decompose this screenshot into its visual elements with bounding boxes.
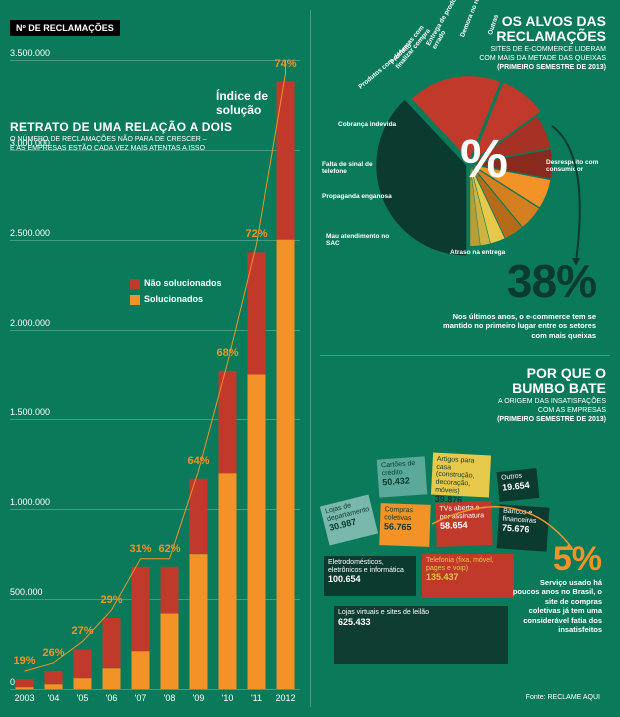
pct-label: 31% xyxy=(129,543,151,555)
treemap-block: Bancos e financeiras75.676 xyxy=(497,504,550,551)
bar-unsolved xyxy=(103,618,121,668)
bar-unsolved xyxy=(161,567,179,614)
left-panel: Nº DE RECLAMAÇÕES RETRATO DE UMA RELAÇÃO… xyxy=(0,0,310,717)
pct-label: 68% xyxy=(216,347,238,359)
treemap-section: POR QUE O BUMBO BATE A ORIGEM DAS INSATI… xyxy=(320,360,610,707)
block-value: 58.654 xyxy=(436,519,492,534)
index-line xyxy=(25,74,286,672)
bar-unsolved xyxy=(74,649,92,678)
x-tick-label: '09 xyxy=(193,693,205,703)
block-label: TVs aberta e por assinatura xyxy=(435,501,492,521)
block-label: Compras coletivas xyxy=(380,503,431,523)
pie-note: Nos últimos anos, o e-commerce tem se ma… xyxy=(426,312,596,340)
gridline xyxy=(10,689,300,690)
x-tick-label: '08 xyxy=(164,693,176,703)
block-value: 135.437 xyxy=(422,572,514,585)
treemap-block: Lojas virtuais e sites de leilão625.433 xyxy=(334,606,508,664)
treemap-block: Outros19.654 xyxy=(497,468,540,502)
tree-sub: A ORIGEM DAS INSATISFAÇÕES COM AS EMPRES… xyxy=(486,398,606,416)
block-value: 56.765 xyxy=(380,522,430,537)
x-tick-label: '10 xyxy=(222,693,234,703)
horizontal-separator xyxy=(320,355,610,356)
bar-unsolved xyxy=(277,82,295,240)
bar-solved xyxy=(161,614,179,689)
bar-solved xyxy=(132,651,150,689)
pct-label: 29% xyxy=(100,594,122,606)
x-tick-label: 2003 xyxy=(14,693,34,703)
bar-solved xyxy=(16,687,34,689)
bar-solved xyxy=(190,554,208,689)
bar-unsolved xyxy=(132,567,150,651)
pct-label: 72% xyxy=(245,228,267,240)
block-label: Artigos para casa (construção, decoração… xyxy=(431,453,491,497)
block-value: 625.433 xyxy=(334,617,508,630)
x-tick-label: '05 xyxy=(77,693,89,703)
tree-title-2: BUMBO BATE xyxy=(486,381,606,396)
pct-label: 27% xyxy=(71,625,93,637)
treemap-block: Eletrodomésticos, eletrônicos e informát… xyxy=(324,556,416,596)
tree-period: (PRIMEIRO SEMESTRE DE 2013) xyxy=(486,416,606,425)
bar-unsolved xyxy=(16,679,34,687)
pie-slice-label: Atraso na entrega xyxy=(450,250,505,257)
bar-solved xyxy=(74,678,92,689)
treemap-block: Compras coletivas56.765 xyxy=(379,503,430,547)
pie-slice-label: Desrespeito com consumidor xyxy=(546,160,610,174)
treemap-block: Cartões de crédito50.432 xyxy=(377,456,428,497)
bar-solved xyxy=(277,240,295,689)
bar-unsolved xyxy=(45,671,63,684)
x-tick-label: '11 xyxy=(251,693,262,703)
tree-note: Serviço usado há poucos anos no Brasil, … xyxy=(512,578,602,634)
x-tick-label: '07 xyxy=(135,693,147,703)
pie-slice-label: Falta de sinal de telefone xyxy=(322,162,392,176)
x-tick-label: 2012 xyxy=(275,693,295,703)
tree-title-1: POR QUE O xyxy=(486,366,606,381)
bar-solved xyxy=(45,684,63,689)
treemap-block: TVs aberta e por assinatura58.654 xyxy=(435,501,493,547)
pct-label: 26% xyxy=(42,647,64,659)
right-panel: OS ALVOS DAS RECLAMAÇÕES SITES DE E-COMM… xyxy=(310,0,620,717)
pct-label: 64% xyxy=(187,455,209,467)
block-value: 100.654 xyxy=(324,574,416,587)
pct-label: 74% xyxy=(274,58,296,70)
block-value: 75.676 xyxy=(497,523,548,539)
bar-solved xyxy=(103,668,121,689)
block-label: Lojas virtuais e sites de leilão xyxy=(334,606,508,617)
bar-solved xyxy=(248,375,266,690)
x-axis-labels: 2003 '04 '05 '06 '07 '08 '09 '10 '11 2012 xyxy=(10,693,300,707)
pie-slice-label: Cobrança indevida xyxy=(338,122,396,129)
pie-slice-label: Mau atendimento no SAC xyxy=(326,234,396,248)
treemap-block: Artigos para casa (construção, decoração… xyxy=(431,453,491,498)
tree-header: POR QUE O BUMBO BATE A ORIGEM DAS INSATI… xyxy=(486,366,606,425)
pct-label: 62% xyxy=(158,543,180,555)
block-label: Telefonia (fixa, móvel, pages e voip) xyxy=(422,554,514,572)
tree-five-pct: 5% xyxy=(553,540,602,579)
treemap-block: Telefonia (fixa, móvel, pages e voip)135… xyxy=(422,554,514,598)
y-tick-label: 3.500.000 xyxy=(10,48,50,58)
pie-slice-label: Propaganda enganosa xyxy=(322,194,392,201)
pie-big-value: 38% xyxy=(507,254,596,308)
x-tick-label: '06 xyxy=(106,693,118,703)
pct-label: 19% xyxy=(13,655,35,667)
complaints-count-badge: Nº DE RECLAMAÇÕES xyxy=(10,20,120,36)
bar-solved xyxy=(219,473,237,689)
block-label: Eletrodomésticos, eletrônicos e informát… xyxy=(324,556,416,574)
pie-section: OS ALVOS DAS RECLAMAÇÕES SITES DE E-COMM… xyxy=(320,14,610,354)
x-tick-label: '04 xyxy=(48,693,60,703)
bar-chart xyxy=(10,60,300,689)
block-value: 50.432 xyxy=(378,475,427,491)
source-label: Fonte: RECLAME AQUI xyxy=(526,694,600,701)
treemap-block: Lojas de departamento30.987 xyxy=(320,495,378,546)
